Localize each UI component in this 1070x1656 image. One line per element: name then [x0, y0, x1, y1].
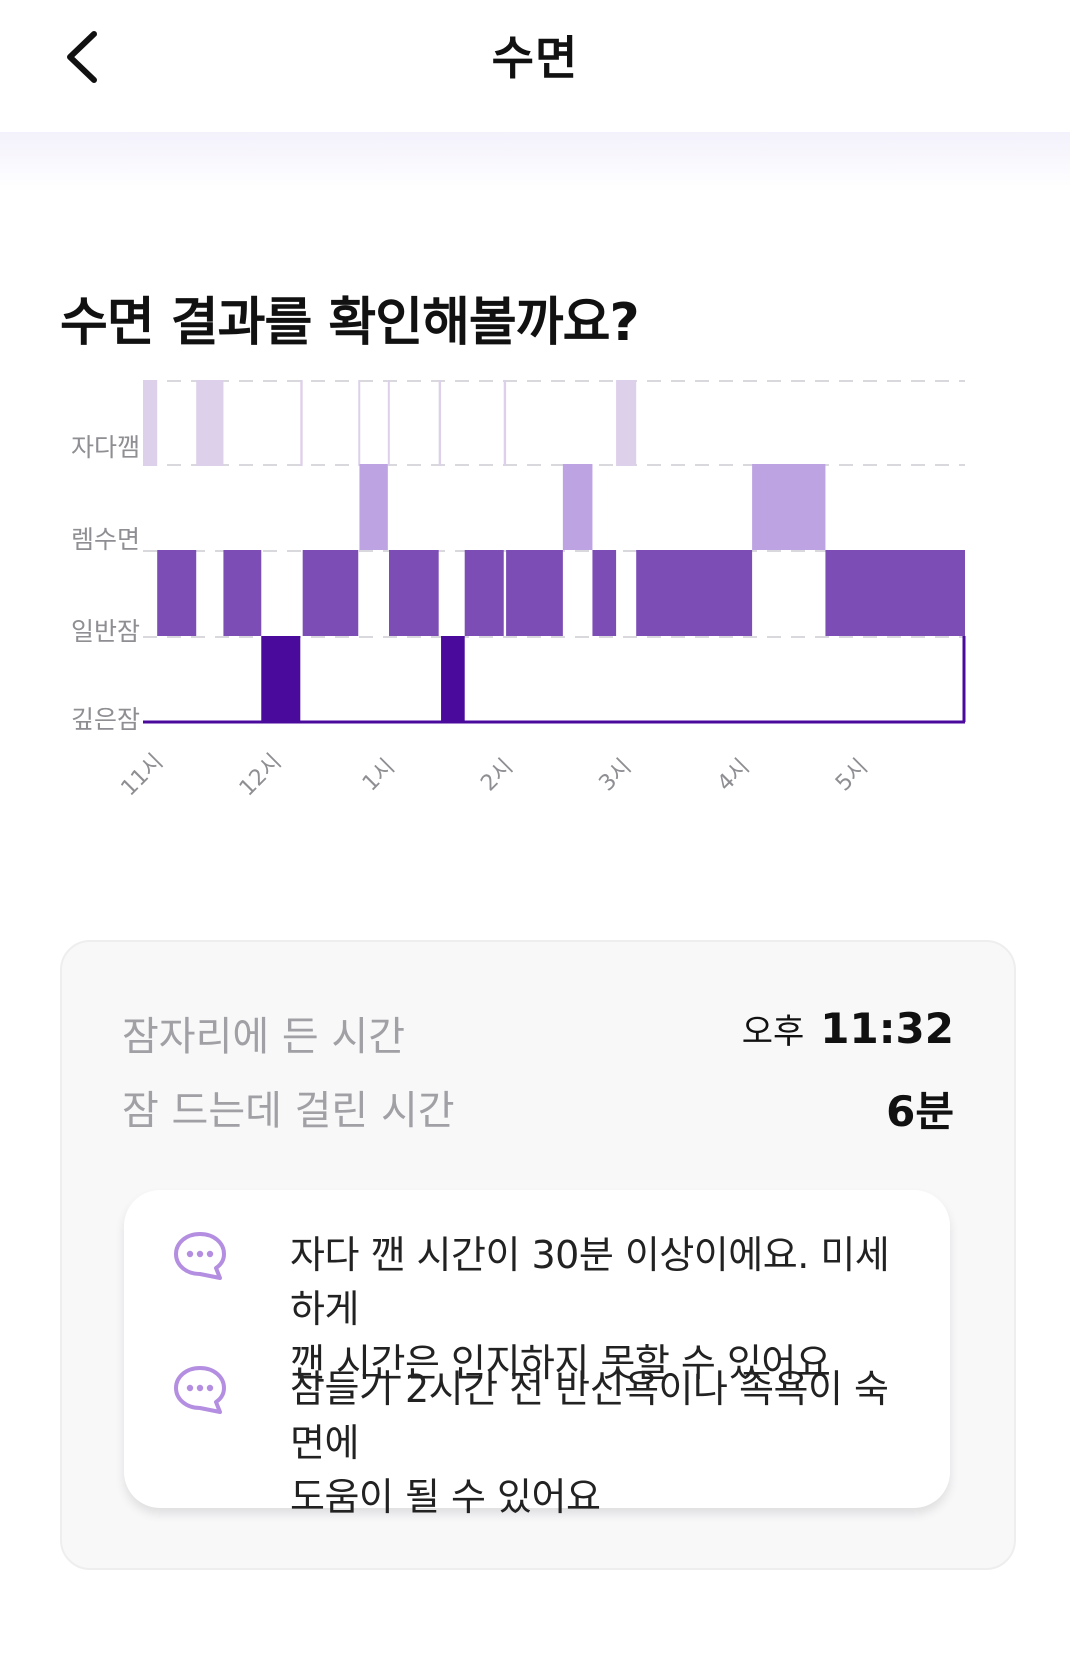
chat-bubble-icon — [174, 1366, 226, 1414]
sleep-segment — [358, 380, 361, 466]
sleep-segment — [196, 380, 224, 466]
stage-label-rem: 렘수면 — [70, 525, 140, 554]
sleep-segment — [503, 380, 507, 466]
latency-row: 잠 드는데 걸린 시간 6분 — [122, 1078, 954, 1138]
back-button[interactable] — [58, 22, 118, 92]
bedtime-value-wrap: 오후 11:32 — [742, 1004, 954, 1053]
tip-text-line: 도움이 될 수 있어요 — [290, 1475, 601, 1519]
sleep-segment — [389, 550, 439, 636]
stage-label-light: 일반잠 — [70, 617, 140, 646]
bedtime-value: 11:32 — [820, 1004, 954, 1053]
sleep-segment — [223, 550, 262, 636]
sleep-segment — [616, 380, 637, 466]
sleep-segment — [438, 380, 442, 466]
sleep-segment — [636, 550, 753, 636]
sleep-segment — [441, 636, 465, 722]
x-tick-label: 5시 — [831, 754, 873, 796]
sleep-segment — [300, 380, 303, 466]
sleep-segment — [359, 464, 388, 550]
tip-item: 자다 깬 시간이 30분 이상이에요. 미세하게 깬 시간은 인지하지 못할 수… — [172, 1228, 910, 1385]
tip-text-line: 잠들기 2시간 전 반신욕이나 족욕이 숙면에 — [290, 1367, 889, 1465]
sleep-segment — [464, 550, 504, 636]
sleep-chart-svg: 11시 12시 1시 2시 3시 4시 5시 — [117, 380, 966, 802]
sleep-segment — [592, 550, 617, 636]
headline: 수면 결과를 확인해볼까요? — [60, 293, 640, 353]
sleep-segment — [825, 550, 965, 636]
x-tick-label: 3시 — [595, 754, 637, 796]
x-tick-label: 11시 — [117, 750, 169, 802]
sleep-segment — [302, 550, 359, 636]
sleep-segment — [261, 636, 301, 722]
x-tick-label: 2시 — [476, 754, 518, 796]
bedtime-row: 잠자리에 든 시간 오후 11:32 — [122, 1004, 954, 1064]
stage-label-deep: 깊은잠 — [70, 705, 140, 734]
tips-card: 자다 깬 시간이 30분 이상이에요. 미세하게 깬 시간은 인지하지 못할 수… — [124, 1190, 950, 1519]
sleep-segment — [752, 464, 826, 550]
tip-item: 잠들기 2시간 전 반신욕이나 족욕이 숙면에 도움이 될 수 있어요 — [172, 1362, 910, 1519]
tip-text-line: 깬 시간은 인지하지 못할 수 있어요 — [290, 1341, 831, 1385]
sleep-segment — [143, 380, 158, 466]
sleep-segment — [506, 550, 563, 636]
x-tick-label: 12시 — [235, 750, 287, 802]
latency-value: 6분 — [886, 1087, 954, 1136]
top-bar: 수면 — [0, 0, 1070, 132]
stage-label-awake: 자다깸 — [70, 433, 140, 462]
chat-bubble-icon — [174, 1232, 226, 1280]
bedtime-ampm: 오후 — [741, 1012, 805, 1052]
bedtime-label: 잠자리에 든 시간 — [122, 1014, 406, 1060]
x-tick-label: 1시 — [358, 754, 400, 796]
summary-card: 잠자리에 든 시간 오후 11:32 잠 드는데 걸린 시간 6분 자다 깬 시간… — [60, 940, 1016, 1570]
latency-label: 잠 드는데 걸린 시간 — [122, 1088, 455, 1134]
x-tick-label: 4시 — [713, 754, 755, 796]
sleep-stage-chart: 자다깸 렘수면 일반잠 깊은잠 11시 12시 1시 2시 3시 4시 5시 — [0, 380, 1070, 850]
page-title: 수면 — [491, 31, 579, 85]
header-shadow — [0, 132, 1070, 192]
sleep-segment — [387, 380, 390, 466]
sleep-segment — [157, 550, 197, 636]
sleep-segment — [562, 464, 593, 550]
tip-text: 자다 깬 시간이 30분 이상이에요. 미세하게 깬 시간은 인지하지 못할 수… — [290, 1228, 910, 1390]
chevron-left-icon — [67, 31, 97, 83]
tip-text: 잠들기 2시간 전 반신욕이나 족욕이 숙면에 도움이 될 수 있어요 — [290, 1362, 910, 1524]
tip-text-line: 자다 깬 시간이 30분 이상이에요. 미세하게 — [290, 1233, 890, 1331]
